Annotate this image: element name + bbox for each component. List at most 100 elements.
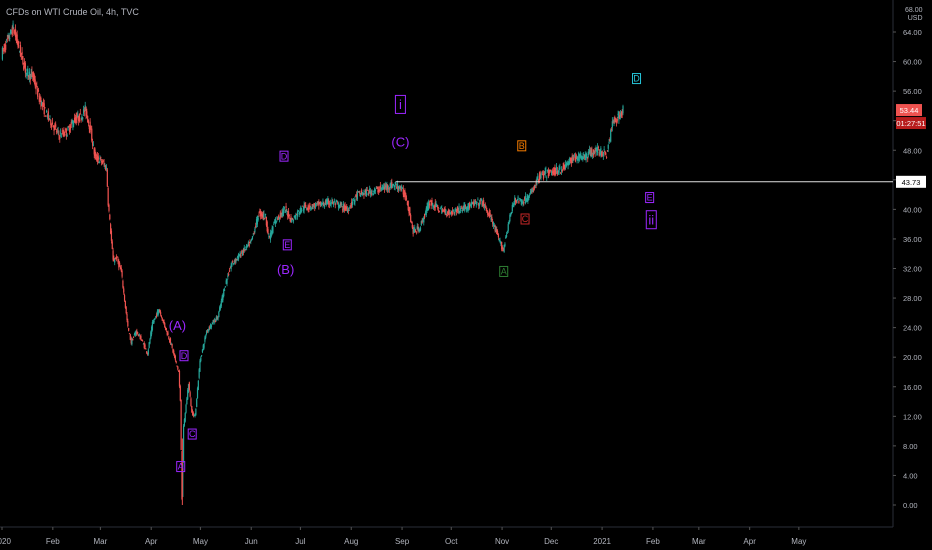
candle-body [89,121,91,133]
candle-body [376,187,378,189]
candle-body [428,201,430,207]
candle-body [306,208,308,210]
candle-body [126,314,128,321]
candle-body [513,202,515,205]
candle-body [172,348,174,353]
candle-body [319,201,322,206]
candle-body [333,201,336,203]
candle-body [240,254,242,257]
wave-label-box [645,192,655,204]
candle-body [522,201,524,205]
candle-body [50,120,52,126]
candle-body [114,260,116,263]
candle-body [530,191,532,194]
candle-body [609,139,611,141]
candle-body [583,154,586,158]
candle-body [510,211,513,215]
candle-body [110,230,113,241]
candle-body [571,156,573,163]
candle-body [591,148,593,155]
candle-body [417,226,419,232]
candle-body [178,370,181,387]
candle-body [495,228,497,231]
candle-body [110,224,112,234]
candle-body [46,110,48,113]
wave-label: B [519,141,525,151]
candle-body [469,202,471,208]
candle-body [375,187,377,189]
candle-body [38,96,40,102]
candle-body [212,320,214,325]
candle-body [97,156,99,160]
candle-body [3,47,5,49]
candle-body [555,166,558,170]
candle-body [28,71,31,79]
candle-body [543,171,545,174]
candle-body [459,212,461,214]
candle-body [519,199,522,201]
candle-body [433,205,435,208]
candle-body [477,199,479,201]
candle-body [581,155,583,160]
candle-body [578,154,581,158]
candle-body [210,324,212,329]
x-tick-label: Nov [495,537,509,546]
candle-body [441,208,443,214]
candle-body [569,157,572,162]
candle-body [499,240,501,242]
candle-body [545,170,547,172]
candle-body [487,214,490,216]
candle-body [587,158,589,160]
candle-body [564,166,566,170]
candle-body [451,210,454,215]
candle-body [385,185,387,188]
candle-body [325,200,327,205]
candle-body [272,226,274,233]
candle-body [308,208,310,210]
candle-body [505,236,507,239]
candle-body [535,182,537,185]
candle-body [48,118,50,120]
candle-body [364,189,367,194]
candle-body [613,120,615,122]
candle-body [107,188,109,206]
candle-body [162,319,164,321]
candle-body [140,336,142,340]
candle-body [425,208,427,216]
line-price-badge [896,175,926,188]
candle-body [621,111,623,114]
candle-body [125,307,127,314]
candle-body [415,231,418,233]
candle-body [396,183,399,190]
candle-body [137,332,139,333]
candle-body [287,211,290,218]
candle-body [351,201,354,206]
candle-body [118,261,120,268]
candle-body [292,218,294,220]
candle-body [178,370,180,372]
candle-body [65,129,67,136]
candle-body [30,73,32,79]
candle-body [247,242,249,245]
candle-body [372,193,374,195]
x-tick-label: Dec [544,537,558,546]
candle-body [101,161,103,163]
candle-body [158,309,160,313]
candle-body [496,229,498,234]
candle-body [316,201,318,203]
candle-body [466,207,468,210]
candle-body [111,241,113,249]
candle-body [346,207,348,210]
wave-label: (A) [169,318,186,333]
candle-body [506,230,509,232]
candle-body [405,198,408,200]
wave-label: (B) [277,262,294,277]
candle-body [37,88,39,97]
candle-body [252,233,254,235]
candle-body [556,170,559,175]
wave-label: A [178,462,184,472]
candle-body [602,152,604,157]
candle-body [192,411,194,416]
candle-body [33,75,35,82]
